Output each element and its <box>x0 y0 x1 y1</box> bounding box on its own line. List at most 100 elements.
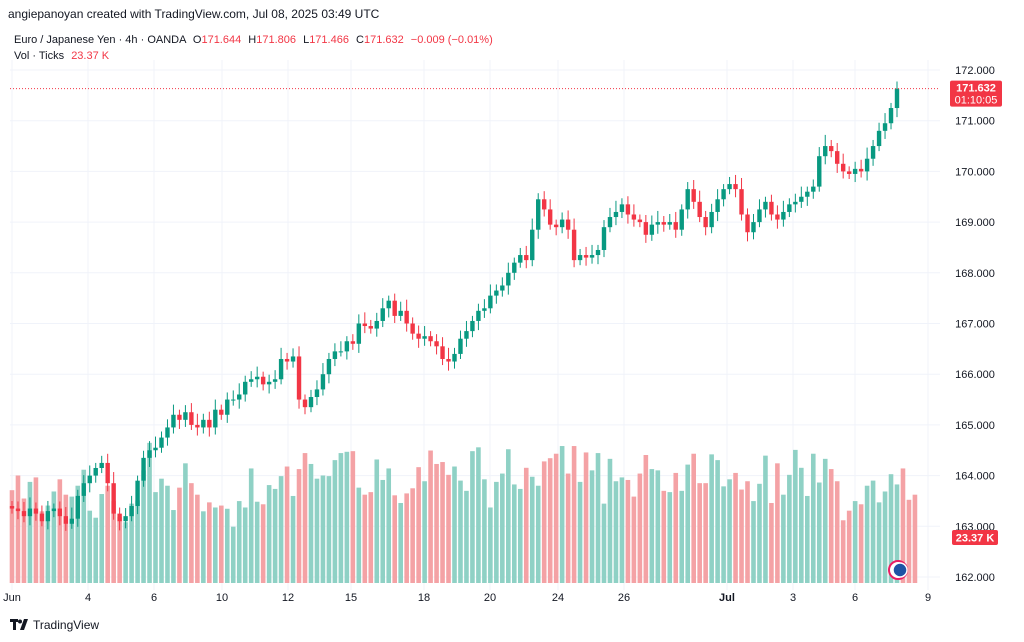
chart-header: angiepanoyan created with TradingView.co… <box>8 7 380 21</box>
candle-body <box>219 409 224 415</box>
volume-bar <box>440 462 445 583</box>
candle-body <box>177 414 182 420</box>
volume-bar <box>763 455 768 583</box>
candle-body <box>374 320 379 329</box>
candle-body <box>308 397 314 408</box>
volume-bar <box>482 479 487 583</box>
candle-body <box>422 336 427 339</box>
candle-body <box>655 222 661 225</box>
volume-bar <box>99 494 104 583</box>
volume-bar <box>547 458 553 583</box>
volume-bar <box>195 494 200 583</box>
volume-bar <box>230 526 236 583</box>
volume-bar <box>338 453 344 583</box>
candle-body <box>595 249 601 256</box>
time-tick-label: 3 <box>790 592 796 604</box>
volume-bar <box>147 442 152 583</box>
candle-body <box>488 295 493 309</box>
low-label: L <box>303 34 310 46</box>
candle-body <box>81 483 86 496</box>
volume-bar <box>392 495 398 583</box>
volume-bar <box>488 507 493 583</box>
volume-bar <box>39 511 45 583</box>
time-tick-label: 15 <box>345 592 357 604</box>
candle-body <box>888 108 894 124</box>
volume-bar <box>691 453 696 583</box>
volume-bar <box>500 473 505 583</box>
volume-bar <box>213 507 218 583</box>
volume-bar <box>912 494 918 583</box>
candle-body <box>446 358 451 362</box>
volume-bar <box>900 468 906 583</box>
candle-body <box>302 399 308 408</box>
volume-bar <box>595 453 601 583</box>
candle-body <box>51 508 57 512</box>
candle-body <box>673 222 678 230</box>
volume-bar <box>840 520 846 583</box>
volume-bar <box>189 483 194 583</box>
candle-body <box>117 513 122 522</box>
low-value: 171.466 <box>309 34 349 46</box>
volume-bar <box>356 487 362 583</box>
candle-body <box>840 163 846 172</box>
volume-bar <box>171 510 176 583</box>
volume-legend[interactable]: Vol · Ticks 23.37 K <box>14 50 109 62</box>
open-label: O <box>192 34 202 46</box>
tradingview-logo[interactable]: TradingView <box>10 618 99 632</box>
candle-body <box>476 310 481 321</box>
candle-body <box>709 211 714 228</box>
price-tick-label: 162.000 <box>955 572 995 584</box>
candle-body <box>105 462 110 484</box>
candle-body <box>314 389 320 398</box>
volume-bar <box>452 466 457 583</box>
volume-bar <box>374 459 380 583</box>
candle-body <box>512 262 517 273</box>
volume-bar <box>332 460 338 583</box>
candle-body <box>547 209 553 225</box>
candle-body <box>410 323 415 334</box>
time-tick-label: 24 <box>552 592 564 604</box>
candle-body <box>27 508 33 517</box>
candle-body <box>278 358 284 380</box>
candle-body <box>123 516 128 522</box>
candle-body <box>805 191 810 197</box>
volume-bar <box>266 485 272 583</box>
volume-bar <box>129 503 134 583</box>
candle-body <box>482 308 487 311</box>
time-axis[interactable]: Jun 4 6 10 12 15 18 20 24 26 Jul 3 6 9 <box>3 592 931 604</box>
volume-bar <box>9 490 15 583</box>
volume-bar <box>799 467 804 583</box>
volume-bar <box>308 463 314 583</box>
candle-body <box>33 508 39 514</box>
volume-bar <box>260 504 266 583</box>
volume-bar <box>541 461 547 583</box>
price-tick-label: 170.000 <box>955 166 995 178</box>
candle-body <box>392 300 397 316</box>
candle-body <box>338 351 344 353</box>
volume-bar <box>434 463 439 583</box>
volume-bar <box>661 490 667 583</box>
candle-body <box>882 123 888 131</box>
change-value: −0.009 (−0.01%) <box>410 34 493 46</box>
candle-body <box>787 204 792 212</box>
volume-bar <box>553 453 559 583</box>
volume-bar <box>410 488 415 583</box>
event-marker-icon[interactable] <box>888 560 908 580</box>
volume-bar <box>404 493 409 583</box>
candle-body <box>852 168 858 174</box>
candle-body <box>386 300 391 309</box>
candle-body <box>619 204 625 212</box>
price-axis[interactable]: 172.000 171.000 170.000 169.000 168.000 167.0… <box>955 65 995 584</box>
volume-bar <box>894 484 900 583</box>
volume-bar <box>494 481 499 583</box>
open-value: 171.644 <box>201 34 242 46</box>
volume-bar <box>805 495 810 583</box>
candle-body <box>93 467 98 476</box>
candle-body <box>9 506 15 509</box>
candle-body <box>799 196 804 202</box>
symbol-legend[interactable]: Euro / Japanese Yen · 4h · OANDA O171.64… <box>14 34 493 46</box>
volume-bar <box>201 511 206 583</box>
volume-bar <box>625 479 631 583</box>
volume-bar <box>559 446 565 583</box>
